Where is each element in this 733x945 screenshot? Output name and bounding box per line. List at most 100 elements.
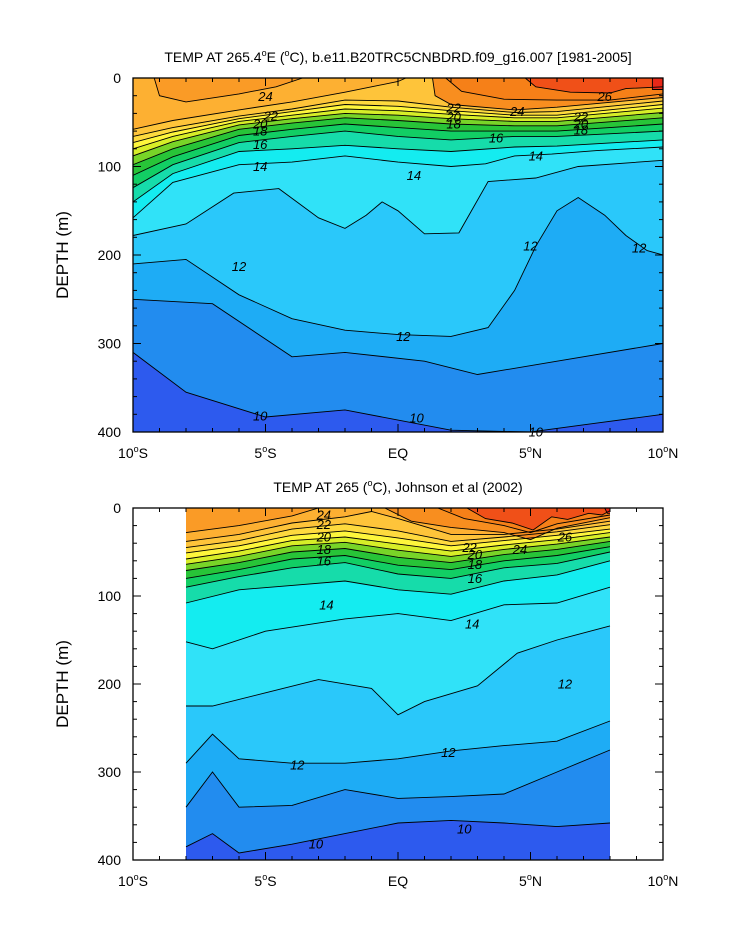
isotherm-27 [604, 508, 610, 514]
isotherm-10 [133, 352, 663, 432]
contour-label-18: 18 [574, 123, 589, 138]
contour-label-14: 14 [465, 617, 479, 632]
isotherm-13 [133, 159, 663, 236]
x-tick-label: EQ [388, 445, 408, 461]
panel-top-isotherm-lines [133, 78, 663, 432]
contour-label-12: 12 [441, 745, 456, 760]
isotherm-19 [185, 536, 611, 565]
isotherm-24 [185, 508, 319, 534]
isotherm-19 [133, 112, 663, 157]
panel-bottom-title: TEMP AT 265 (oC), Johnson et al (2002) [273, 478, 522, 495]
contour-label-16: 16 [468, 571, 483, 586]
temp-band-24 [186, 508, 319, 533]
contour-label-24: 24 [512, 542, 527, 557]
isotherm-25 [437, 508, 611, 534]
panel-top-axes: 0 100 200 300 400 10oS 5oS EQ 5oN 10oN [98, 70, 679, 461]
contour-label-16: 16 [489, 131, 504, 146]
isotherm-10 [185, 819, 611, 854]
temp-band-27 [604, 508, 610, 514]
y-tick-label-0: 0 [113, 500, 121, 516]
contour-label-12: 12 [232, 259, 247, 274]
isotherm-26 [466, 508, 611, 531]
contour-label-12: 12 [632, 240, 647, 255]
x-tick-label: 5oN [519, 872, 542, 889]
panel-bottom-isotherm-lines [185, 508, 611, 854]
x-tick-label: 10oS [118, 872, 148, 889]
contour-label-10: 10 [309, 837, 324, 852]
isotherm-25 [445, 78, 663, 101]
panel-top: TEMP AT 265.4oE (oC), b.e11.B20TRC5CNBDR… [53, 48, 678, 461]
panel-bottom-y-axis-label: DEPTH (m) [53, 640, 72, 728]
isotherm-21 [185, 528, 611, 554]
x-tick-label: EQ [388, 873, 408, 889]
y-tick-label-200: 200 [98, 247, 122, 263]
contour-label-12: 12 [290, 757, 305, 772]
temp-band-27 [652, 78, 663, 90]
panel-top-contour-fill [133, 78, 663, 432]
contour-label-18: 18 [317, 542, 332, 557]
contour-label-22: 22 [263, 109, 279, 124]
y-tick-label-400: 400 [98, 852, 122, 868]
x-tick-label: 10oN [648, 444, 679, 461]
y-tick-label-100: 100 [98, 588, 122, 604]
contour-label-10: 10 [253, 409, 268, 424]
isotherm-13 [186, 625, 611, 716]
contour-label-18: 18 [446, 117, 461, 132]
contour-label-20: 20 [445, 109, 461, 124]
contour-label-10: 10 [409, 410, 424, 425]
contour-label-16: 16 [317, 553, 332, 568]
isotherm-24.5 [432, 78, 663, 111]
contour-label-16: 16 [253, 137, 268, 152]
panel-bottom-contour-fill [186, 508, 610, 860]
isotherm-23 [133, 78, 407, 130]
isotherm-18 [133, 117, 663, 166]
contour-label-22: 22 [316, 517, 332, 532]
isotherm-18 [185, 540, 611, 571]
contour-label-24: 24 [509, 104, 524, 119]
isotherm-23 [185, 511, 611, 542]
isotherm-14 [133, 146, 663, 219]
isotherm-24 [153, 78, 303, 103]
isotherm-17 [185, 546, 611, 579]
contour-label-14: 14 [407, 168, 421, 183]
contour-label-24: 24 [257, 89, 272, 104]
contour-label-20: 20 [467, 547, 483, 562]
contour-label-14: 14 [529, 148, 543, 163]
isotherm-22 [185, 523, 611, 549]
x-tick-label: 5oS [254, 872, 276, 889]
contour-label-12: 12 [396, 329, 411, 344]
contour-label-22: 22 [573, 109, 589, 124]
isotherm-27 [651, 78, 663, 90]
contour-label-20: 20 [252, 117, 268, 132]
contour-label-12: 12 [558, 677, 573, 692]
y-tick-label-300: 300 [98, 764, 122, 780]
isotherm-11 [185, 749, 611, 808]
contour-label-14: 14 [253, 159, 267, 174]
isotherm-15 [185, 560, 611, 604]
isotherm-20 [133, 107, 663, 150]
isotherm-11 [133, 298, 663, 375]
x-tick-label: 10oS [118, 444, 148, 461]
contour-label-14: 14 [319, 597, 333, 612]
panel-bottom-axes: 0 100 200 300 400 10oS 5oS EQ 5oN 10oN [98, 500, 679, 889]
contour-label-10: 10 [457, 822, 472, 837]
contour-label-12: 12 [523, 239, 538, 254]
isotherm-15 [133, 139, 663, 203]
y-tick-label-400: 400 [98, 424, 122, 440]
contour-label-20: 20 [573, 117, 589, 132]
y-tick-label-100: 100 [98, 159, 122, 175]
isotherm-22 [133, 99, 663, 137]
contour-label-20: 20 [316, 530, 332, 545]
temp-band-26 [525, 78, 663, 93]
contour-label-22: 22 [461, 540, 477, 555]
contour-label-18: 18 [253, 124, 268, 139]
contour-label-24: 24 [316, 508, 331, 523]
x-tick-label: 5oS [254, 444, 276, 461]
contour-label-26: 26 [557, 530, 573, 545]
isotherm-14 [185, 586, 611, 650]
panel-top-title: TEMP AT 265.4oE (oC), b.e11.B20TRC5CNBDR… [164, 48, 631, 65]
y-tick-label-0: 0 [113, 70, 121, 86]
